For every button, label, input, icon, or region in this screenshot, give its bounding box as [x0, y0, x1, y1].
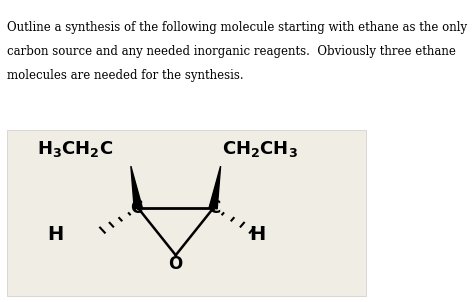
- FancyBboxPatch shape: [8, 130, 366, 296]
- Text: Outline a synthesis of the following molecule starting with ethane as the only: Outline a synthesis of the following mol…: [8, 21, 468, 34]
- Text: molecules are needed for the synthesis.: molecules are needed for the synthesis.: [8, 69, 244, 82]
- Text: $\mathregular{CH_2CH_3}$: $\mathregular{CH_2CH_3}$: [222, 140, 299, 159]
- Text: $\mathregular{H_3CH_2C}$: $\mathregular{H_3CH_2C}$: [37, 140, 114, 159]
- Polygon shape: [209, 166, 220, 209]
- Text: carbon source and any needed inorganic reagents.  Obviously three ethane: carbon source and any needed inorganic r…: [8, 45, 456, 58]
- Text: $\mathregular{O}$: $\mathregular{O}$: [168, 255, 183, 273]
- Text: $\mathregular{C}$: $\mathregular{C}$: [130, 199, 143, 217]
- Text: $\mathregular{C}$: $\mathregular{C}$: [209, 199, 221, 217]
- Text: $\mathregular{H}$: $\mathregular{H}$: [249, 225, 265, 243]
- Polygon shape: [131, 166, 142, 209]
- Text: $\mathregular{H}$: $\mathregular{H}$: [47, 225, 63, 243]
